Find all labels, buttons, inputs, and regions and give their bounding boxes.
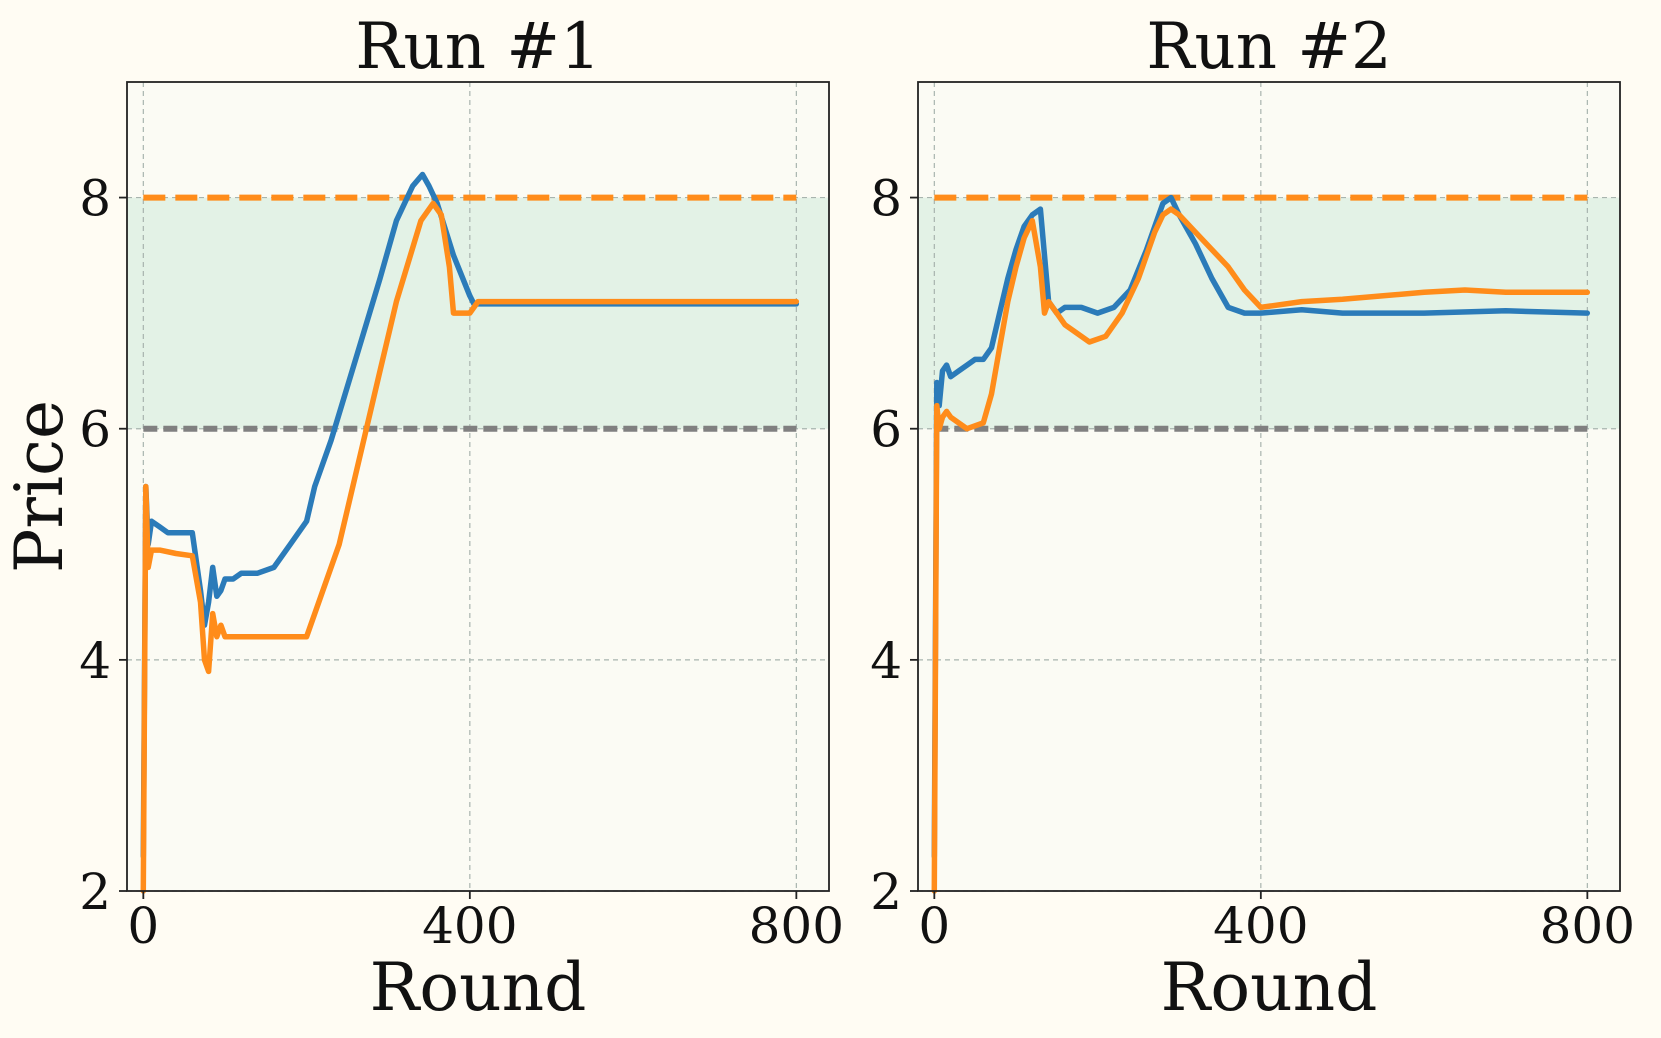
series-line-2 (140, 200, 800, 894)
y-tick-label: 8 (870, 170, 902, 228)
chart-panel-2: 0 400 800 2 4 6 8 Run #2 Round (870, 10, 1635, 1026)
shaded-band (127, 197, 829, 429)
y-tick-label: 6 (79, 401, 111, 459)
x-tick-label: 800 (749, 897, 844, 955)
x-tick-label: 400 (1213, 897, 1308, 955)
x-tick-label: 0 (127, 897, 159, 955)
y-tick-label: 4 (79, 632, 111, 690)
x-axis-label: Round (370, 949, 587, 1026)
chart-title: Run #2 (1146, 10, 1391, 84)
axes-frame (917, 81, 1621, 892)
x-tick-label: 400 (422, 897, 517, 955)
y-tick-label: 2 (870, 863, 902, 921)
x-axis-label: Round (1161, 949, 1378, 1026)
series-line-2 (931, 206, 1591, 894)
y-tick-label: 4 (870, 632, 902, 690)
x-tick-label: 800 (1540, 897, 1635, 955)
series-line-1 (931, 194, 1591, 860)
chart-title: Run #1 (355, 10, 600, 84)
y-axis-label: Price (1, 400, 78, 573)
y-tick-label: 2 (79, 863, 111, 921)
y-tick-label: 6 (870, 401, 902, 459)
x-tick-label: 0 (918, 897, 950, 955)
axes-frame (126, 81, 830, 892)
series-line-1 (140, 171, 800, 860)
y-tick-label: 8 (79, 170, 111, 228)
chart-panel-1: 0 400 800 2 4 6 8 Run #1 Round Price (1, 10, 844, 1026)
